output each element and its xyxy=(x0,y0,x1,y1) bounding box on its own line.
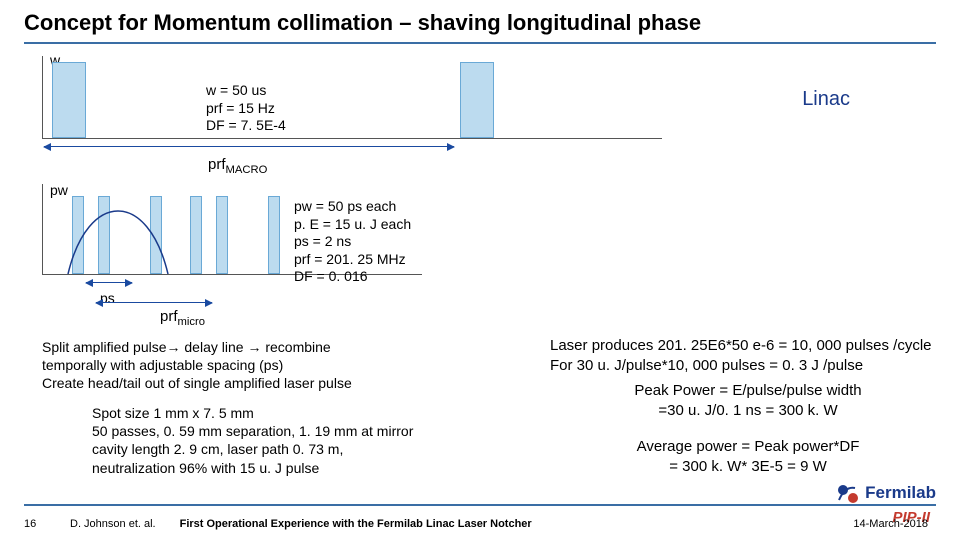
micro-pulse xyxy=(268,196,280,274)
micro-pulse-group xyxy=(176,188,296,274)
footer-title: First Operational Experience with the Fe… xyxy=(180,518,532,530)
micro-y-axis xyxy=(42,184,43,274)
micro-prf-arrow xyxy=(96,302,212,303)
ps-arrow xyxy=(86,282,132,283)
footer-rule xyxy=(24,504,936,506)
page-number: 16 xyxy=(24,518,46,530)
body-left-block2: Spot size 1 mm x 7. 5 mm50 passes, 0. 59… xyxy=(92,404,413,477)
linac-label: Linac xyxy=(802,88,850,111)
micro-prf-label: prfmicro xyxy=(160,308,205,328)
macro-params: w = 50 usprf = 15 HzDF = 7. 5E-4 xyxy=(206,82,286,135)
footer-bar: 16 D. Johnson et. al. First Operational … xyxy=(24,518,936,530)
micro-pulse-group xyxy=(58,188,178,274)
macro-prf-label: prfMACRO xyxy=(208,156,267,176)
macro-x-axis xyxy=(42,138,662,139)
micro-params: pw = 50 ps eachp. E = 15 u. J eachps = 2… xyxy=(294,198,411,286)
fermilab-logo: Fermilab xyxy=(835,482,936,504)
gaussian-envelope xyxy=(58,196,178,274)
logo-text: Fermilab xyxy=(865,483,936,503)
footer-author: D. Johnson et. al. xyxy=(70,518,156,530)
macro-pulse xyxy=(52,62,86,138)
micro-pulse xyxy=(216,196,228,274)
title-rule xyxy=(24,42,936,44)
page-title: Concept for Momentum collimation – shavi… xyxy=(24,10,701,36)
body-left-block1: Split amplified pulse→ delay line → reco… xyxy=(42,338,352,393)
footer-date: 14-March-2018 xyxy=(853,518,928,530)
micro-pulse xyxy=(190,196,202,274)
fermilab-icon xyxy=(835,482,859,504)
macro-prf-arrow xyxy=(44,146,454,147)
macro-pulse xyxy=(460,62,494,138)
macro-y-axis xyxy=(42,56,43,138)
body-right: Laser produces 201. 25E6*50 e-6 = 10, 00… xyxy=(550,336,946,478)
